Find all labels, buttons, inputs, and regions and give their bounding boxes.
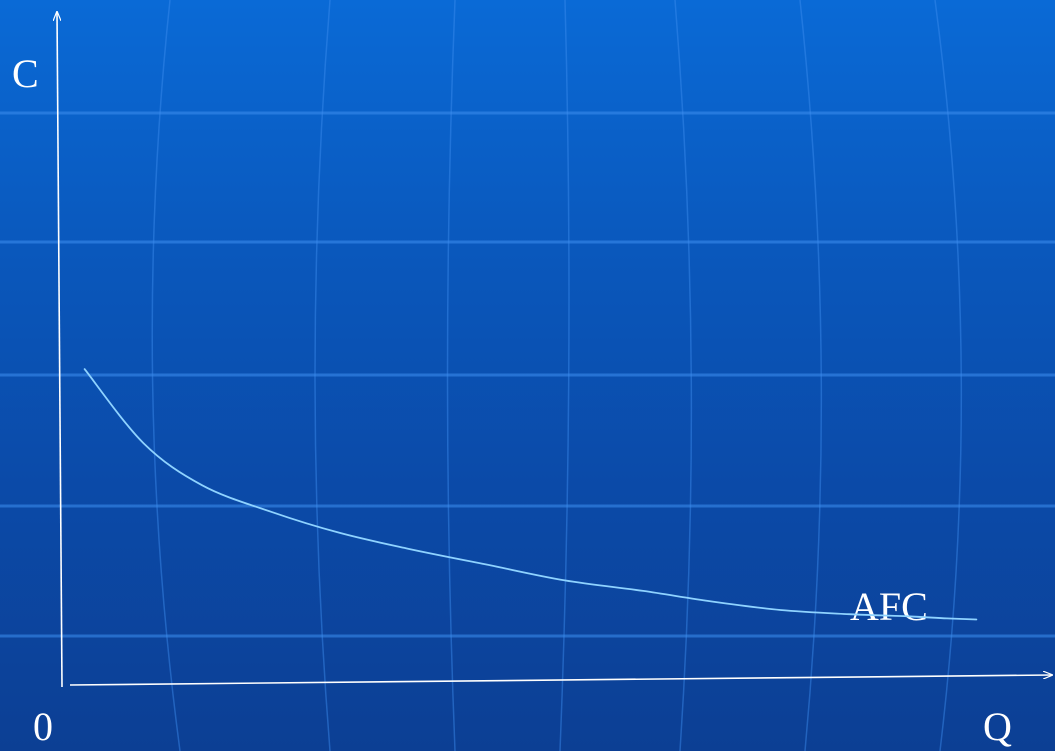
series-label-afc: AFC: [850, 584, 928, 629]
background-meridian-2: [446, 0, 456, 751]
background-meridian-1: [314, 0, 331, 751]
background-meridian-5: [799, 0, 823, 751]
background-meridian-6: [934, 0, 963, 751]
background-meridian-3: [559, 0, 570, 751]
y-axis-label: C: [12, 51, 39, 96]
origin-label: 0: [33, 704, 53, 749]
background-meridian-4: [674, 0, 693, 751]
background-meridian-0: [151, 0, 181, 751]
x-axis: [69, 675, 1052, 686]
x-axis-label: Q: [983, 704, 1012, 749]
afc-curve: [83, 368, 978, 621]
y-axis: [57, 12, 63, 688]
